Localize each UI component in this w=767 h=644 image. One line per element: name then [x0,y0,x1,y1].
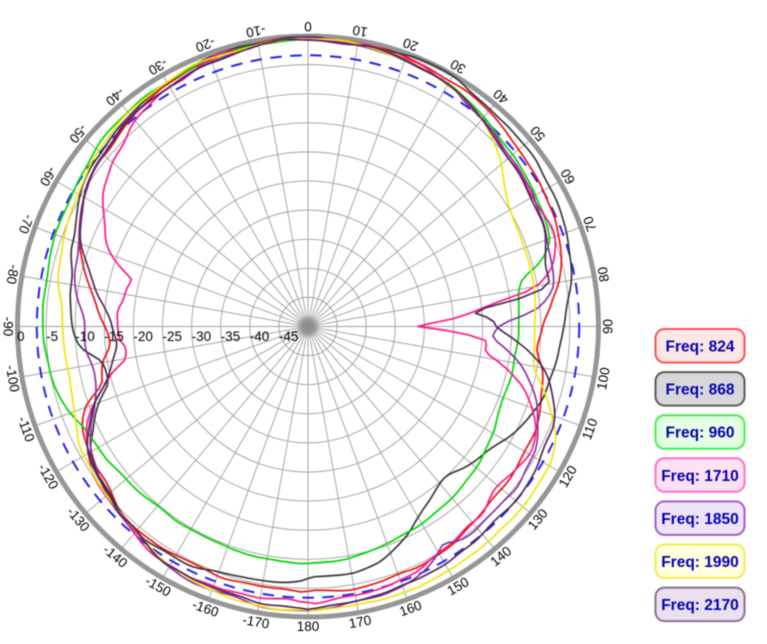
svg-text:0: 0 [17,329,25,344]
svg-text:160: 160 [397,597,423,619]
svg-text:10: 10 [351,22,368,39]
svg-text:20: 20 [401,35,420,54]
svg-text:Freq: 2170: Freq: 2170 [661,597,739,614]
svg-text:-25: -25 [163,329,183,344]
svg-text:30: 30 [448,56,469,77]
svg-text:Freq: 868: Freq: 868 [666,382,735,399]
svg-text:50: 50 [527,123,548,144]
svg-text:Freq: 1850: Freq: 1850 [661,511,739,528]
svg-text:170: 170 [348,613,373,632]
svg-text:180: 180 [297,619,320,634]
svg-text:40: 40 [490,86,511,107]
svg-text:-100: -100 [3,364,22,393]
svg-text:80: 80 [595,266,612,283]
svg-text:-90: -90 [1,317,16,337]
svg-text:Freq: 824: Freq: 824 [666,339,735,356]
svg-text:-5: -5 [46,329,58,344]
svg-text:-30: -30 [192,329,212,344]
svg-text:-80: -80 [4,264,22,286]
svg-text:-10: -10 [245,22,267,40]
svg-text:-15: -15 [104,329,124,344]
svg-text:0: 0 [304,19,312,34]
svg-text:Freq: 1990: Freq: 1990 [661,554,739,571]
svg-text:60: 60 [558,166,579,187]
svg-text:-20: -20 [133,329,153,344]
svg-text:-170: -170 [241,612,270,631]
svg-text:Freq: 960: Freq: 960 [666,425,735,442]
svg-text:-40: -40 [250,329,270,344]
svg-text:-70: -70 [16,212,37,235]
svg-text:100: 100 [594,366,613,391]
svg-text:-45: -45 [279,329,299,344]
svg-text:110: 110 [579,416,600,441]
svg-text:70: 70 [580,214,599,233]
svg-text:-10: -10 [75,329,95,344]
svg-text:-35: -35 [221,329,241,344]
svg-text:90: 90 [601,319,616,334]
svg-text:-20: -20 [194,34,217,55]
svg-text:Freq: 1710: Freq: 1710 [661,468,739,485]
